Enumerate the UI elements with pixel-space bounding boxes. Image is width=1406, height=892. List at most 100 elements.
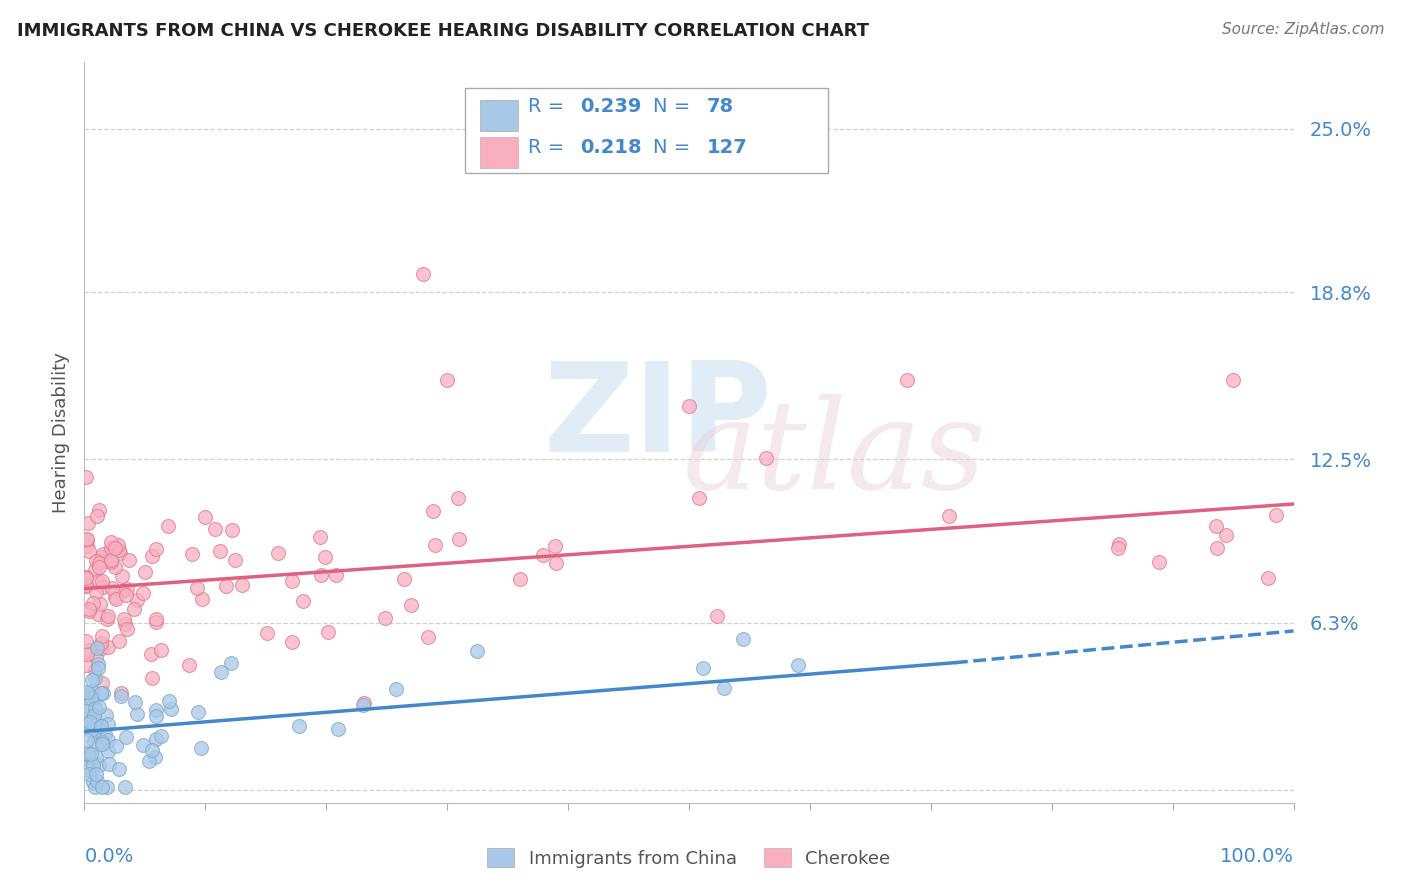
Point xyxy=(187,705,209,719)
Point xyxy=(107,538,129,552)
Point xyxy=(755,451,778,466)
Point xyxy=(100,535,122,549)
Point xyxy=(83,707,105,722)
Point xyxy=(100,553,122,567)
Point xyxy=(75,470,97,484)
Point xyxy=(105,591,128,606)
Text: atlas: atlas xyxy=(683,394,986,516)
Point xyxy=(138,754,160,768)
Point xyxy=(111,569,134,583)
Point xyxy=(131,738,153,752)
Point xyxy=(141,549,163,564)
Bar xyxy=(479,137,519,169)
Point xyxy=(281,635,304,649)
Point xyxy=(287,719,309,733)
Point xyxy=(76,733,98,747)
Point xyxy=(115,730,138,744)
Point xyxy=(91,629,114,643)
Point xyxy=(83,664,105,678)
Point xyxy=(145,615,167,629)
Point xyxy=(91,640,114,655)
Point xyxy=(83,724,105,739)
Point xyxy=(118,553,141,567)
Point xyxy=(79,712,101,726)
Point xyxy=(145,612,167,626)
Point xyxy=(141,671,163,685)
Point xyxy=(531,548,554,562)
Point xyxy=(79,543,101,558)
Text: 0.0%: 0.0% xyxy=(84,847,134,866)
Point xyxy=(353,696,375,710)
Point xyxy=(446,491,468,505)
Text: 100.0%: 100.0% xyxy=(1219,847,1294,866)
Point xyxy=(84,585,107,599)
Point xyxy=(1215,528,1237,542)
Point xyxy=(76,532,98,546)
Point xyxy=(87,699,110,714)
Text: IMMIGRANTS FROM CHINA VS CHEROKEE HEARING DISABILITY CORRELATION CHART: IMMIGRANTS FROM CHINA VS CHEROKEE HEARIN… xyxy=(17,22,869,40)
Point xyxy=(132,585,155,599)
Point xyxy=(75,698,97,713)
Point xyxy=(86,640,108,655)
Point xyxy=(110,686,132,700)
Point xyxy=(77,767,100,781)
Point xyxy=(352,698,374,713)
Point xyxy=(786,657,808,672)
Point xyxy=(76,533,98,548)
Point xyxy=(87,574,110,588)
Point xyxy=(97,640,120,655)
Point xyxy=(150,729,173,743)
Point xyxy=(96,554,118,568)
Point xyxy=(209,544,232,558)
Point xyxy=(105,739,128,754)
Point xyxy=(115,622,138,636)
Point xyxy=(76,647,98,661)
Point xyxy=(160,702,183,716)
Point xyxy=(97,744,120,758)
Point xyxy=(374,610,396,624)
Point xyxy=(83,671,105,685)
Point xyxy=(91,686,114,700)
Point xyxy=(215,579,238,593)
Point xyxy=(1265,508,1288,522)
Point xyxy=(86,650,108,665)
Point xyxy=(145,542,167,557)
Point xyxy=(82,774,104,789)
Point xyxy=(82,758,104,772)
Point xyxy=(1257,571,1279,585)
Point xyxy=(544,539,567,553)
Point xyxy=(179,658,201,673)
Point xyxy=(87,556,110,570)
Point xyxy=(76,539,98,553)
Point xyxy=(76,685,98,699)
Point xyxy=(145,731,167,746)
Point xyxy=(281,574,304,588)
Point xyxy=(90,636,112,650)
Point xyxy=(191,592,214,607)
Point xyxy=(80,747,103,762)
Point xyxy=(418,630,440,644)
Point xyxy=(114,780,136,794)
Point xyxy=(86,509,108,524)
Point xyxy=(465,644,488,658)
Point xyxy=(896,373,918,387)
Point xyxy=(399,598,422,612)
Point xyxy=(436,373,458,387)
Point xyxy=(91,574,114,588)
Point xyxy=(256,625,278,640)
Point xyxy=(84,750,107,764)
Point xyxy=(86,767,108,781)
Text: 0.239: 0.239 xyxy=(581,97,641,116)
Point xyxy=(509,572,531,586)
Point xyxy=(86,661,108,675)
Point xyxy=(114,588,136,602)
Point xyxy=(688,491,710,506)
Point xyxy=(157,693,180,707)
Point xyxy=(104,560,127,574)
Point xyxy=(318,625,340,640)
Point xyxy=(75,570,97,584)
Point xyxy=(86,774,108,789)
Point xyxy=(91,547,114,561)
Point xyxy=(425,538,447,552)
Text: ZIP: ZIP xyxy=(544,358,772,478)
